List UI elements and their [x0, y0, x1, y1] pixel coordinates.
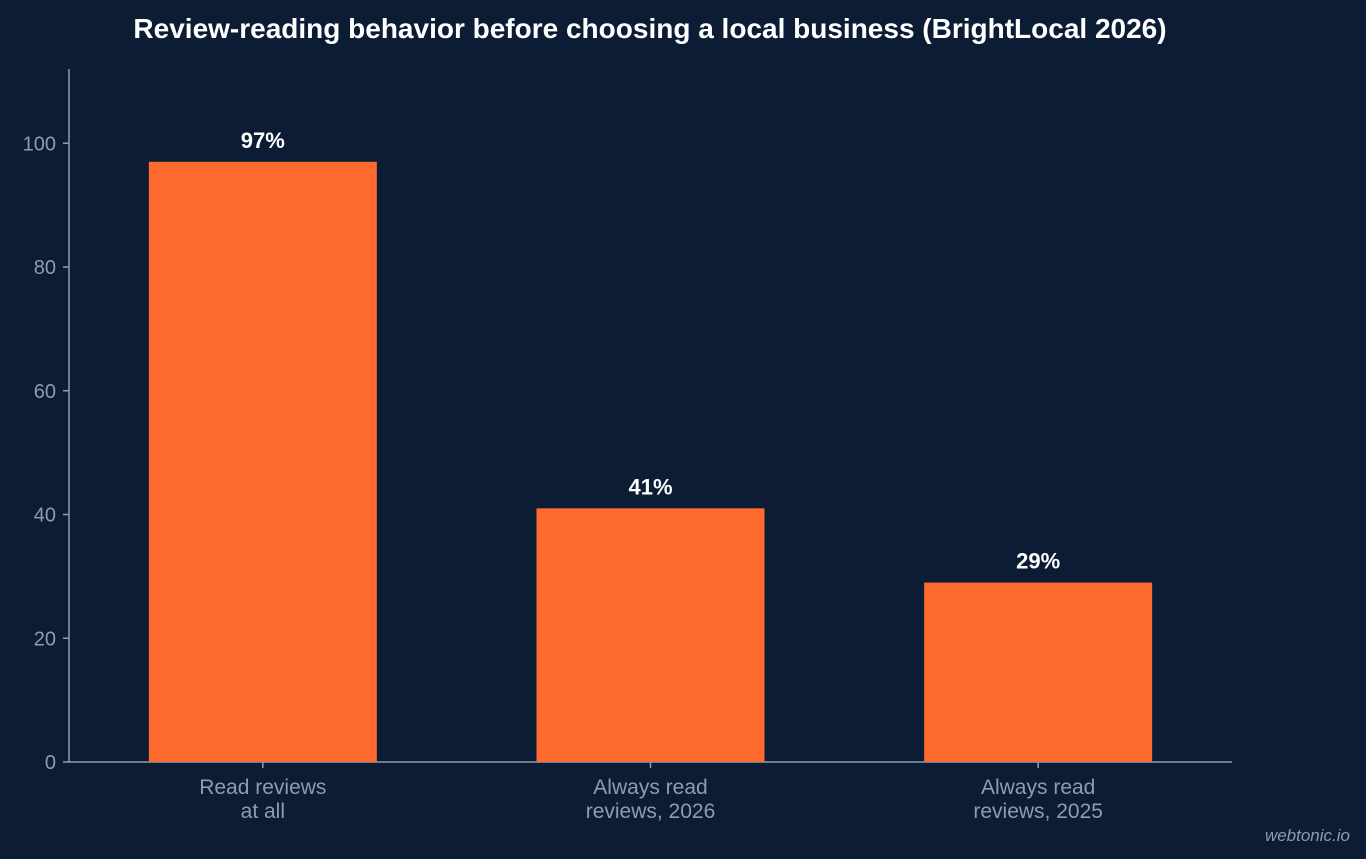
x-category-label: Always read reviews, 2025 [973, 776, 1103, 823]
bar-series [148, 161, 1153, 762]
chart-title: Review-reading behavior before choosing … [133, 13, 1166, 44]
data-labels: 97% 41% 29% [241, 128, 1060, 574]
category-labels: Read reviews at all Always read reviews, 20… [199, 776, 1103, 823]
y-tick-label: 100 [23, 133, 56, 155]
bar [924, 582, 1153, 762]
bar-data-label: 97% [241, 128, 285, 153]
bar-data-label: 29% [1016, 549, 1060, 574]
x-category-label: Read reviews at all [199, 776, 326, 823]
y-tick-label: 40 [34, 505, 56, 527]
x-category-label: Always read reviews, 2026 [586, 776, 716, 823]
y-tick-label: 0 [45, 752, 56, 774]
x-axis [69, 761, 1232, 768]
bar-data-label: 41% [628, 474, 672, 499]
y-tick-label: 80 [34, 257, 56, 279]
bar [536, 508, 765, 762]
watermark-text: webtonic.io [1265, 826, 1350, 845]
y-axis: 0 20 40 60 80 100 [23, 69, 70, 774]
y-tick-label: 20 [34, 628, 56, 650]
bar [148, 161, 377, 762]
y-tick-label: 60 [34, 381, 56, 403]
